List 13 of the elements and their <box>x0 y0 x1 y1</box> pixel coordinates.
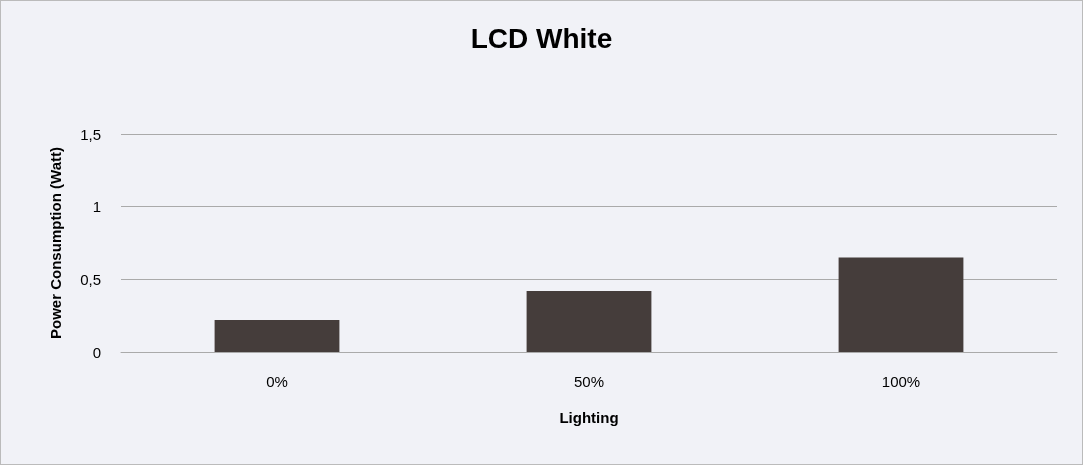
y-tick-label: 1,5 <box>80 125 101 143</box>
y-axis-title: Power Consumption (Watt) <box>47 147 64 339</box>
x-tick-label: 0% <box>266 373 288 390</box>
bar <box>838 257 964 352</box>
y-tick-label: 1 <box>92 198 101 216</box>
chart-title: LCD White <box>470 22 613 54</box>
y-tick-label: 0,5 <box>80 270 101 288</box>
x-axis-title: Lighting <box>559 409 619 426</box>
bar <box>526 290 652 352</box>
y-tick-label: 0 <box>92 343 101 361</box>
x-tick-label: 100% <box>881 373 921 390</box>
x-tick-label: 50% <box>573 373 605 390</box>
bar <box>214 320 340 352</box>
